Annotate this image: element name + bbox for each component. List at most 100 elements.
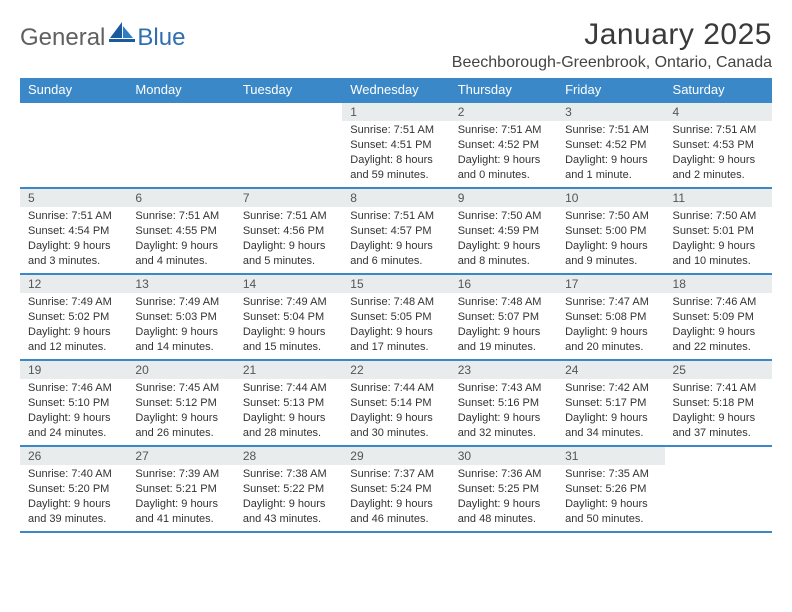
daylight-line: Daylight: 9 hours and 15 minutes.	[243, 325, 334, 355]
sunrise-line: Sunrise: 7:49 AM	[135, 295, 226, 310]
calendar-day-cell: 14Sunrise: 7:49 AMSunset: 5:04 PMDayligh…	[235, 274, 342, 360]
calendar-day-cell: 16Sunrise: 7:48 AMSunset: 5:07 PMDayligh…	[450, 274, 557, 360]
day-detail: Sunrise: 7:51 AMSunset: 4:52 PMDaylight:…	[450, 121, 557, 186]
calendar-day-cell: 4Sunrise: 7:51 AMSunset: 4:53 PMDaylight…	[665, 102, 772, 188]
day-detail: Sunrise: 7:36 AMSunset: 5:25 PMDaylight:…	[450, 465, 557, 530]
calendar-week-row: 26Sunrise: 7:40 AMSunset: 5:20 PMDayligh…	[20, 446, 772, 532]
sunset-line: Sunset: 5:12 PM	[135, 396, 226, 411]
daylight-line: Daylight: 9 hours and 30 minutes.	[350, 411, 441, 441]
brand-logo: General Blue	[20, 24, 185, 52]
daylight-line: Daylight: 9 hours and 19 minutes.	[458, 325, 549, 355]
calendar-day-cell: 23Sunrise: 7:43 AMSunset: 5:16 PMDayligh…	[450, 360, 557, 446]
sunset-line: Sunset: 5:03 PM	[135, 310, 226, 325]
sunset-line: Sunset: 5:17 PM	[565, 396, 656, 411]
calendar-day-cell: 2Sunrise: 7:51 AMSunset: 4:52 PMDaylight…	[450, 102, 557, 188]
calendar-week-row: 1Sunrise: 7:51 AMSunset: 4:51 PMDaylight…	[20, 102, 772, 188]
day-detail: Sunrise: 7:42 AMSunset: 5:17 PMDaylight:…	[557, 379, 664, 444]
sunrise-line: Sunrise: 7:51 AM	[135, 209, 226, 224]
calendar-body: 1Sunrise: 7:51 AMSunset: 4:51 PMDaylight…	[20, 102, 772, 532]
day-detail: Sunrise: 7:48 AMSunset: 5:05 PMDaylight:…	[342, 293, 449, 358]
sunrise-line: Sunrise: 7:49 AM	[243, 295, 334, 310]
day-detail: Sunrise: 7:51 AMSunset: 4:52 PMDaylight:…	[557, 121, 664, 186]
day-number: 26	[20, 447, 127, 465]
day-number: 8	[342, 189, 449, 207]
calendar-week-row: 5Sunrise: 7:51 AMSunset: 4:54 PMDaylight…	[20, 188, 772, 274]
calendar-day-cell: 9Sunrise: 7:50 AMSunset: 4:59 PMDaylight…	[450, 188, 557, 274]
sunset-line: Sunset: 5:07 PM	[458, 310, 549, 325]
sunset-line: Sunset: 5:25 PM	[458, 482, 549, 497]
day-detail: Sunrise: 7:44 AMSunset: 5:14 PMDaylight:…	[342, 379, 449, 444]
day-number: 21	[235, 361, 342, 379]
day-number: 14	[235, 275, 342, 293]
day-number: 2	[450, 103, 557, 121]
title-block: January 2025 Beechborough-Greenbrook, On…	[452, 18, 772, 72]
daylight-line: Daylight: 9 hours and 32 minutes.	[458, 411, 549, 441]
day-number: 1	[342, 103, 449, 121]
calendar-page: General Blue January 2025 Beechborough-G…	[0, 0, 792, 553]
sunset-line: Sunset: 4:52 PM	[458, 138, 549, 153]
calendar-day-cell: 28Sunrise: 7:38 AMSunset: 5:22 PMDayligh…	[235, 446, 342, 532]
day-number: 29	[342, 447, 449, 465]
sunrise-line: Sunrise: 7:51 AM	[673, 123, 764, 138]
calendar-day-cell: 7Sunrise: 7:51 AMSunset: 4:56 PMDaylight…	[235, 188, 342, 274]
sunrise-line: Sunrise: 7:51 AM	[458, 123, 549, 138]
sunset-line: Sunset: 5:20 PM	[28, 482, 119, 497]
sunrise-line: Sunrise: 7:36 AM	[458, 467, 549, 482]
calendar-day-cell	[235, 102, 342, 188]
sunset-line: Sunset: 5:18 PM	[673, 396, 764, 411]
sunset-line: Sunset: 5:13 PM	[243, 396, 334, 411]
daylight-line: Daylight: 8 hours and 59 minutes.	[350, 153, 441, 183]
calendar-day-cell: 11Sunrise: 7:50 AMSunset: 5:01 PMDayligh…	[665, 188, 772, 274]
day-number: 12	[20, 275, 127, 293]
sunset-line: Sunset: 5:14 PM	[350, 396, 441, 411]
day-number: 9	[450, 189, 557, 207]
day-detail: Sunrise: 7:45 AMSunset: 5:12 PMDaylight:…	[127, 379, 234, 444]
day-number-empty	[235, 103, 342, 121]
daylight-line: Daylight: 9 hours and 3 minutes.	[28, 239, 119, 269]
day-number: 15	[342, 275, 449, 293]
calendar-day-cell	[127, 102, 234, 188]
daylight-line: Daylight: 9 hours and 34 minutes.	[565, 411, 656, 441]
calendar-day-cell: 5Sunrise: 7:51 AMSunset: 4:54 PMDaylight…	[20, 188, 127, 274]
day-detail: Sunrise: 7:50 AMSunset: 4:59 PMDaylight:…	[450, 207, 557, 272]
weekday-header: Monday	[127, 78, 234, 102]
sunset-line: Sunset: 5:10 PM	[28, 396, 119, 411]
day-detail: Sunrise: 7:40 AMSunset: 5:20 PMDaylight:…	[20, 465, 127, 530]
calendar-day-cell: 6Sunrise: 7:51 AMSunset: 4:55 PMDaylight…	[127, 188, 234, 274]
sunrise-line: Sunrise: 7:51 AM	[350, 123, 441, 138]
calendar-day-cell: 21Sunrise: 7:44 AMSunset: 5:13 PMDayligh…	[235, 360, 342, 446]
day-number: 31	[557, 447, 664, 465]
calendar-week-row: 12Sunrise: 7:49 AMSunset: 5:02 PMDayligh…	[20, 274, 772, 360]
calendar-day-cell: 12Sunrise: 7:49 AMSunset: 5:02 PMDayligh…	[20, 274, 127, 360]
sunset-line: Sunset: 4:53 PM	[673, 138, 764, 153]
daylight-line: Daylight: 9 hours and 17 minutes.	[350, 325, 441, 355]
day-detail: Sunrise: 7:51 AMSunset: 4:51 PMDaylight:…	[342, 121, 449, 186]
sunrise-line: Sunrise: 7:50 AM	[565, 209, 656, 224]
calendar-day-cell: 19Sunrise: 7:46 AMSunset: 5:10 PMDayligh…	[20, 360, 127, 446]
sunrise-line: Sunrise: 7:35 AM	[565, 467, 656, 482]
sunset-line: Sunset: 5:05 PM	[350, 310, 441, 325]
day-number: 10	[557, 189, 664, 207]
daylight-line: Daylight: 9 hours and 20 minutes.	[565, 325, 656, 355]
day-detail: Sunrise: 7:46 AMSunset: 5:09 PMDaylight:…	[665, 293, 772, 358]
daylight-line: Daylight: 9 hours and 5 minutes.	[243, 239, 334, 269]
sunrise-line: Sunrise: 7:42 AM	[565, 381, 656, 396]
brand-second: Blue	[137, 24, 185, 52]
daylight-line: Daylight: 9 hours and 22 minutes.	[673, 325, 764, 355]
day-number: 22	[342, 361, 449, 379]
sunrise-line: Sunrise: 7:50 AM	[673, 209, 764, 224]
day-number: 11	[665, 189, 772, 207]
sunrise-line: Sunrise: 7:40 AM	[28, 467, 119, 482]
calendar-day-cell: 27Sunrise: 7:39 AMSunset: 5:21 PMDayligh…	[127, 446, 234, 532]
sunset-line: Sunset: 4:55 PM	[135, 224, 226, 239]
day-detail: Sunrise: 7:38 AMSunset: 5:22 PMDaylight:…	[235, 465, 342, 530]
sunrise-line: Sunrise: 7:51 AM	[243, 209, 334, 224]
day-detail: Sunrise: 7:51 AMSunset: 4:54 PMDaylight:…	[20, 207, 127, 272]
calendar-head: SundayMondayTuesdayWednesdayThursdayFrid…	[20, 78, 772, 102]
sunset-line: Sunset: 5:26 PM	[565, 482, 656, 497]
day-number: 27	[127, 447, 234, 465]
daylight-line: Daylight: 9 hours and 4 minutes.	[135, 239, 226, 269]
sunrise-line: Sunrise: 7:41 AM	[673, 381, 764, 396]
sunrise-line: Sunrise: 7:38 AM	[243, 467, 334, 482]
day-number: 25	[665, 361, 772, 379]
